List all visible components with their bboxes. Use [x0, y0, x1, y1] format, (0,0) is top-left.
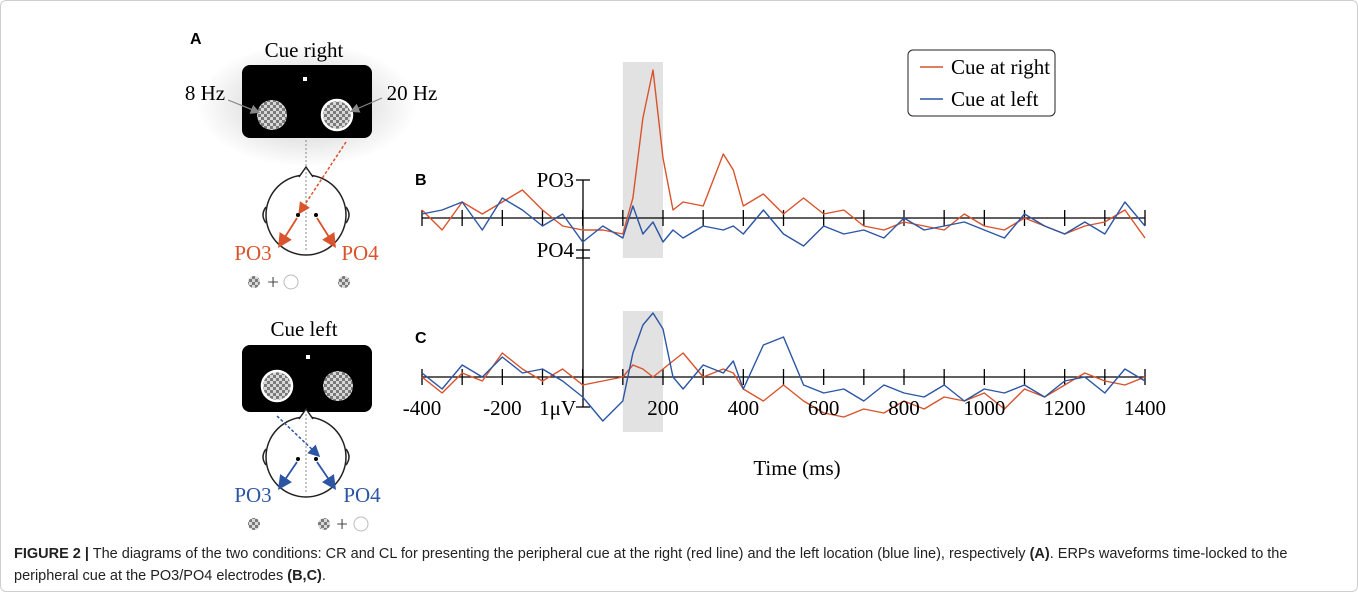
caption-ref: (B,C) — [287, 568, 322, 584]
x-tick-label: 200 — [647, 396, 679, 420]
caption: FIGURE 2 | The diagrams of the two condi… — [14, 543, 1344, 587]
legend-label: Cue at right — [951, 55, 1050, 79]
channel-label: PO3 — [537, 168, 574, 192]
figure: + + A B C Cue right 8 Hz 20 Hz PO3 PO4 C… — [185, 31, 1166, 536]
caption-text: . — [321, 568, 326, 584]
cue-right-diagram: + — [197, 43, 417, 294]
electrode-label: PO4 — [343, 483, 381, 507]
x-tick-label: 800 — [888, 396, 920, 420]
frequency-label: 8 Hz — [185, 81, 225, 105]
waveform — [421, 352, 1146, 418]
waveform — [421, 197, 1146, 247]
electrode-label: PO4 — [341, 241, 379, 265]
svg-text:+: + — [336, 512, 348, 536]
diagram-title: Cue right — [265, 38, 344, 62]
electrode-label: PO3 — [234, 483, 271, 507]
x-tick-label: 400 — [728, 396, 760, 420]
x-tick-label: 1400 — [1124, 396, 1166, 420]
x-tick-label: 1200 — [1044, 396, 1086, 420]
diagram-title: Cue left — [270, 317, 337, 341]
x-axis-label: Time (ms) — [753, 456, 840, 480]
panel-label: A — [190, 31, 202, 48]
x-tick-label: -400 — [403, 396, 442, 420]
scale-bar-label: 1μV — [539, 396, 576, 420]
caption-ref: (A) — [1029, 546, 1050, 562]
legend — [907, 49, 1056, 117]
x-tick-label: 600 — [808, 396, 840, 420]
x-tick-label: 1000 — [963, 396, 1005, 420]
caption-text: . ERPs waveforms time-locked to the peri… — [14, 546, 1288, 584]
waveform — [421, 69, 1146, 239]
electrode-label: PO3 — [234, 241, 271, 265]
legend-label: Cue at left — [951, 87, 1039, 111]
frequency-label: 20 Hz — [387, 81, 438, 105]
x-tick-label: -200 — [483, 396, 522, 420]
panel-label: B — [415, 172, 427, 189]
channel-label: PO4 — [537, 238, 575, 262]
caption-text: The diagrams of the two conditions: CR a… — [88, 546, 1030, 562]
caption-label: FIGURE 2 | — [14, 546, 89, 562]
waveform — [421, 312, 1146, 422]
svg-text:+: + — [267, 270, 279, 294]
cue-left-diagram: + — [242, 345, 372, 536]
panel-label: C — [415, 330, 427, 347]
